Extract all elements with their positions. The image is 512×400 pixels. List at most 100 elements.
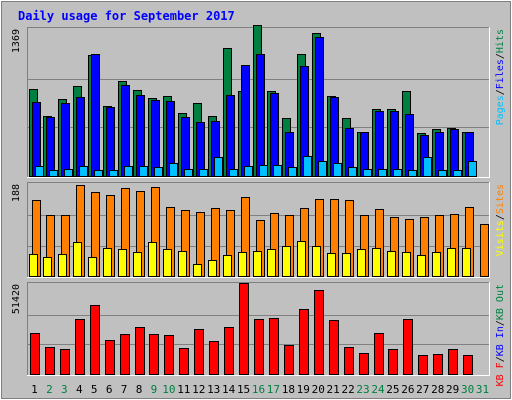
bar-visits-day-20	[312, 246, 321, 277]
day-label-31: 31	[476, 383, 489, 396]
day-label-24: 24	[371, 383, 385, 396]
bar-pages-day-7	[124, 166, 133, 177]
bar-pages-day-8	[139, 166, 148, 177]
bar-kb-f-day-18	[284, 345, 294, 375]
bar-files-day-25	[390, 111, 399, 177]
legend-entry: /	[495, 53, 506, 59]
bar-kb-f-day-11	[179, 348, 189, 375]
day-label-15: 15	[237, 383, 250, 396]
bar-pages-day-18	[288, 167, 297, 177]
bar-kb-f-day-8	[135, 327, 145, 375]
bar-visits-day-9	[148, 242, 157, 277]
chart-title: Daily usage for September 2017	[18, 9, 235, 23]
bar-kb-f-day-30	[463, 355, 473, 375]
bar-files-day-6	[106, 107, 115, 177]
day-label-6: 6	[106, 383, 113, 396]
bar-pages-day-4	[79, 166, 88, 177]
bar-pages-day-12	[199, 169, 208, 177]
bar-kb-f-day-6	[105, 340, 115, 375]
bar-files-day-24	[375, 111, 384, 177]
bar-files-day-11	[181, 117, 190, 177]
bar-pages-day-28	[438, 170, 447, 177]
series-pages	[35, 156, 477, 177]
bar-pages-day-16	[259, 165, 268, 177]
bar-pages-day-23	[363, 169, 372, 177]
series-files	[32, 37, 474, 177]
y-max-label: 188	[11, 184, 22, 202]
bar-visits-day-21	[327, 253, 336, 277]
bar-visits-day-4	[73, 242, 82, 277]
panel-1: 1369 Pages/Files/Hits	[11, 25, 506, 178]
bar-pages-day-11	[184, 169, 193, 177]
series-legend: Visits/Sites	[495, 184, 506, 256]
bar-visits-day-16	[253, 251, 262, 277]
bar-kb-f-day-20	[314, 290, 324, 375]
bar-pages-day-13	[214, 157, 223, 177]
bar-visits-day-10	[163, 249, 172, 277]
bar-kb-f-day-1	[30, 333, 40, 375]
bar-files-day-8	[136, 95, 145, 177]
bar-visits-day-28	[432, 252, 441, 277]
legend-entry: KB Out	[495, 284, 506, 320]
bar-kb-f-day-27	[418, 355, 428, 375]
bar-kb-f-day-17	[269, 318, 279, 375]
bar-pages-day-5	[94, 170, 103, 177]
bar-pages-day-27	[423, 157, 432, 177]
y-max-label: 1369	[11, 29, 22, 53]
bar-visits-day-18	[282, 246, 291, 277]
bar-pages-day-15	[244, 166, 253, 177]
bar-kb-f-day-21	[329, 320, 339, 375]
bar-files-day-5	[91, 54, 100, 177]
bar-pages-day-19	[303, 156, 312, 177]
bar-visits-day-26	[402, 252, 411, 277]
bar-pages-day-26	[408, 170, 417, 177]
bar-visits-day-8	[133, 252, 142, 277]
legend-entry: /	[495, 214, 506, 220]
series-legend: Pages/Files/Hits	[495, 29, 506, 125]
bar-pages-day-20	[318, 161, 327, 177]
series-visits	[29, 241, 471, 277]
bar-kb-f-day-19	[299, 309, 309, 375]
day-label-19: 19	[297, 383, 310, 396]
legend-entry: KB In	[495, 326, 506, 356]
series-legend: KB F/KB In/KB Out	[495, 284, 506, 386]
bar-pages-day-14	[229, 169, 238, 177]
bar-visits-day-17	[267, 249, 276, 277]
day-label-17: 17	[267, 383, 280, 396]
day-label-20: 20	[312, 383, 325, 396]
bar-pages-day-6	[109, 170, 118, 177]
legend-entry: Files	[495, 59, 506, 89]
bar-kb-f-day-7	[120, 334, 130, 375]
bar-visits-day-14	[223, 255, 232, 277]
bar-visits-day-25	[387, 251, 396, 277]
day-label-2: 2	[46, 383, 53, 396]
bar-files-day-9	[151, 100, 160, 177]
bar-files-day-26	[405, 114, 414, 177]
bar-pages-day-17	[273, 165, 282, 177]
day-label-18: 18	[282, 383, 295, 396]
bar-pages-day-24	[378, 169, 387, 177]
legend-entry: Hits	[495, 29, 506, 53]
day-label-25: 25	[386, 383, 399, 396]
bar-kb-f-day-24	[374, 333, 384, 375]
bar-visits-day-24	[372, 248, 381, 277]
bar-visits-day-15	[238, 252, 247, 277]
day-label-3: 3	[61, 383, 68, 396]
day-label-28: 28	[431, 383, 444, 396]
y-max-label: 51420	[11, 284, 22, 314]
day-label-5: 5	[91, 383, 98, 396]
day-label-8: 8	[136, 383, 143, 396]
bar-visits-day-29	[447, 248, 456, 277]
bar-files-day-20	[315, 37, 324, 177]
bar-kb-f-day-25	[388, 349, 398, 375]
bar-pages-day-3	[64, 169, 73, 177]
bar-kb-f-day-10	[164, 335, 174, 375]
legend-entry: Visits	[495, 220, 506, 256]
bar-files-day-3	[61, 103, 70, 177]
bar-files-day-15	[241, 65, 250, 177]
day-labels: 1 2 3 4 5 6 7 8 9 10 11 12 13 14 15 16 17 18 19 20 21 22 23 24 2…	[31, 383, 489, 396]
bar-visits-day-2	[43, 257, 52, 277]
bar-visits-day-13	[208, 260, 217, 277]
bar-kb-f-day-22	[344, 347, 354, 375]
